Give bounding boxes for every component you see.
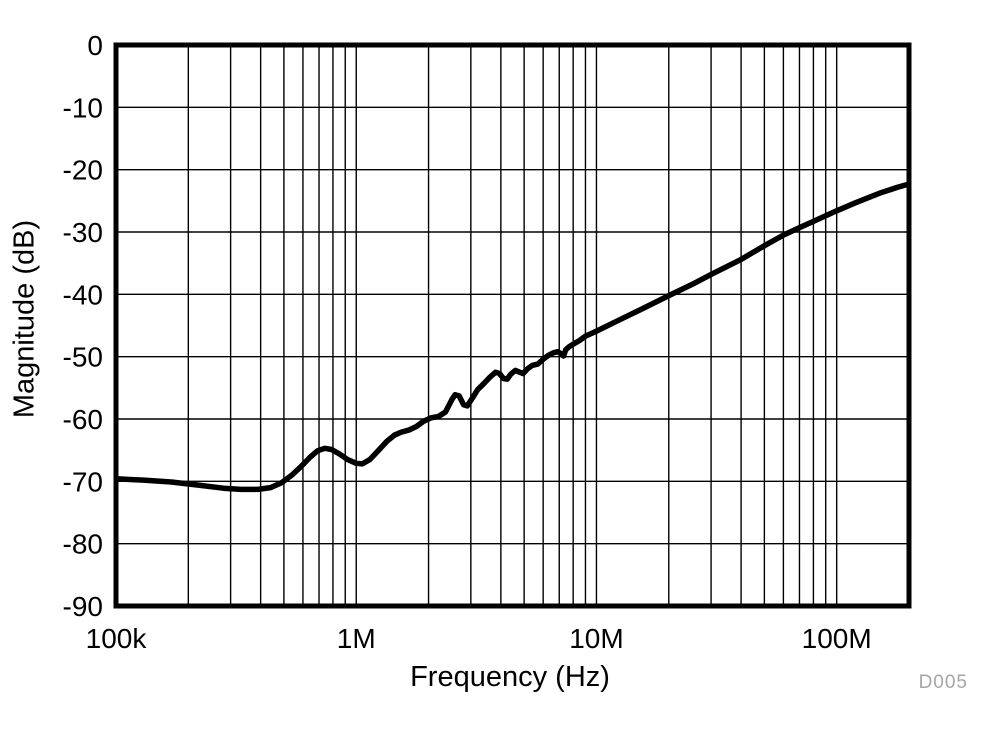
- x-tick-label: 1M: [337, 623, 376, 654]
- y-tick-label: -20: [63, 155, 103, 186]
- plot-frame: [113, 42, 912, 609]
- y-tick-label: -60: [63, 404, 103, 435]
- y-tick-label: -30: [63, 217, 103, 248]
- y-tick-label: -40: [63, 279, 103, 310]
- figure-code-label: D005: [918, 672, 968, 693]
- x-tick-label: 100k: [86, 623, 148, 654]
- x-axis-title: Frequency (Hz): [410, 661, 610, 693]
- magnitude-curve: [115, 181, 910, 493]
- y-tick-label: -80: [63, 529, 103, 560]
- y-tick-label: -90: [63, 591, 103, 622]
- y-tick-label: -50: [63, 342, 103, 373]
- y-tick-label: -10: [63, 92, 103, 123]
- y-tick-label: 0: [87, 30, 103, 61]
- x-tick-label: 100M: [802, 623, 872, 654]
- y-axis-title: Magnitude (dB): [8, 219, 41, 419]
- x-tick-label: 10M: [569, 623, 623, 654]
- y-tick-label: -70: [63, 466, 103, 497]
